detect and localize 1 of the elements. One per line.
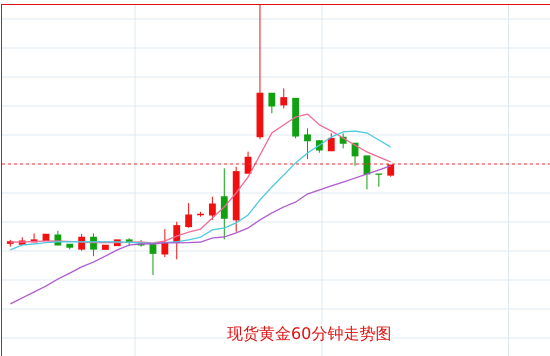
text: 现货黄金60分钟走势图 bbox=[227, 324, 392, 343]
